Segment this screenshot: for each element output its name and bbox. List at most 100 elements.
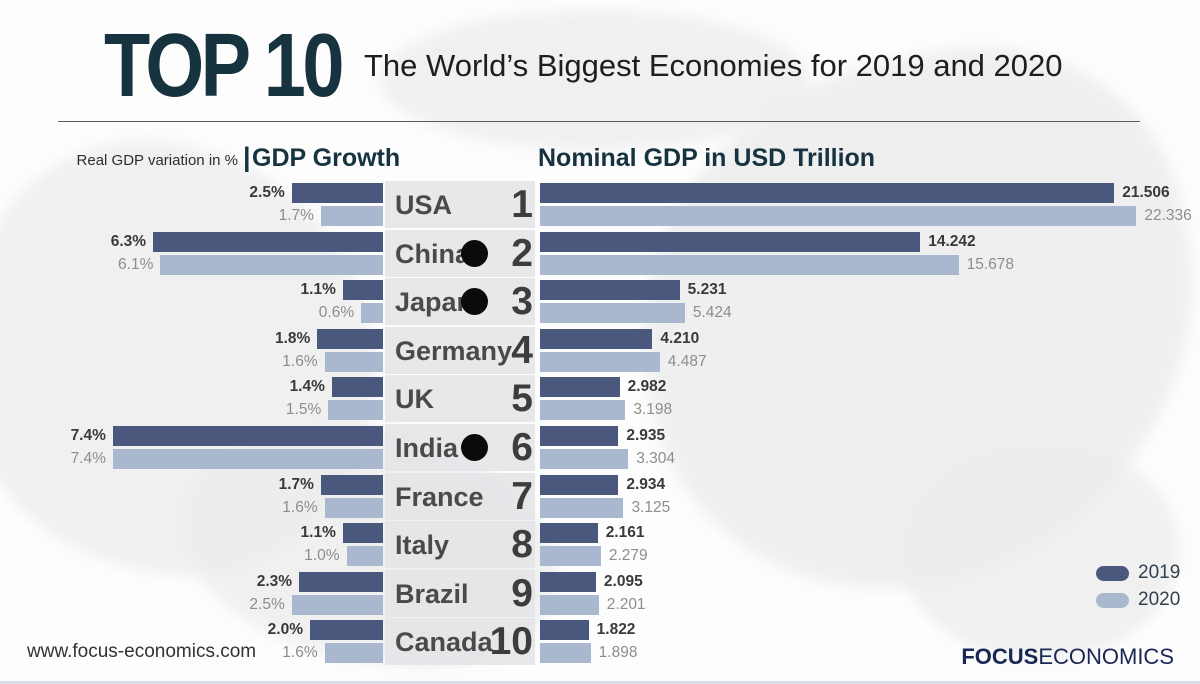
gdp-growth-bar-2019 [310, 620, 383, 641]
nominal-gdp-bar-2020 [540, 546, 601, 567]
gdp-growth-bar-2019 [112, 426, 383, 446]
gdp-growth-bar-2020 [291, 594, 383, 615]
country-row-canada: Canada 10 2.0% 1.6% 1.822 1.898 [0, 618, 1200, 666]
gdp-growth-bar-2019 [331, 377, 383, 398]
rank-number: 10 [489, 620, 533, 664]
gdp-growth-bar-2019 [317, 328, 383, 349]
nominal-gdp-value-2019: 2.095 [603, 572, 643, 590]
gdp-growth-value-2020: 1.6% [282, 352, 318, 370]
nominal-gdp-bar-2019 [540, 474, 619, 495]
country-label: Canada [395, 627, 493, 658]
nominal-gdp-bar-2019 [540, 280, 680, 301]
gdp-growth-value-2019: 1.1% [300, 281, 336, 299]
nominal-gdp-column-title: Nominal GDP in USD Trillion [538, 144, 876, 172]
country-label: UK [395, 384, 434, 415]
country-row-india: India 6 7.4% 7.4% 2.935 3.304 [0, 424, 1200, 471]
nominal-gdp-value-2019: 2.161 [605, 524, 645, 542]
country-marker-dot [461, 239, 488, 267]
nominal-gdp-bar-2019 [540, 523, 598, 544]
gdp-growth-bar-2019 [320, 474, 383, 495]
website-url: www.focus-economics.com [27, 641, 257, 662]
page-title: TOP 10 [104, 15, 344, 116]
gdp-growth-value-2020: 1.7% [278, 207, 314, 224]
rank-number: 6 [511, 426, 533, 469]
country-label: Japan [395, 287, 474, 318]
rank-number: 2 [511, 231, 533, 275]
nominal-gdp-bar-2020 [540, 351, 660, 372]
rank-number: 8 [511, 523, 533, 567]
row-band [385, 521, 535, 569]
nominal-gdp-bar-2020 [540, 254, 959, 275]
gdp-growth-value-2020: 1.5% [285, 401, 322, 419]
nominal-gdp-bar-2020 [540, 497, 624, 518]
country-label: USA [395, 190, 453, 220]
nominal-gdp-value-2020: 5.424 [692, 304, 732, 322]
nominal-gdp-value-2020: 3.304 [636, 450, 675, 467]
gdp-growth-bar-2020 [320, 206, 383, 226]
gdp-growth-bar-2020 [324, 351, 383, 372]
gdp-growth-value-2019: 1.1% [300, 524, 336, 542]
gdp-growth-value-2020: 1.6% [282, 498, 318, 516]
country-row-uk: UK 5 1.4% 1.5% 2.982 3.198 [0, 375, 1200, 423]
rank-number: 4 [511, 328, 533, 372]
legend-label-2019: 2019 [1138, 562, 1181, 583]
header-divider [58, 121, 1140, 122]
nominal-gdp-bar-2019 [540, 620, 589, 641]
country-marker-dot [461, 288, 488, 316]
country-label: China [395, 238, 471, 269]
gdp-growth-bar-2020 [112, 449, 383, 469]
row-band [385, 229, 535, 277]
map-watermark [380, 10, 810, 150]
growth-unit-note: Real GDP variation in % [76, 152, 238, 169]
gdp-growth-bar-2020 [324, 643, 383, 664]
gdp-growth-value-2019: 7.4% [70, 427, 106, 444]
gdp-growth-value-2020: 2.5% [249, 595, 285, 613]
country-label: France [395, 481, 484, 512]
nominal-gdp-bar-2020 [540, 643, 591, 664]
gdp-growth-value-2019: 1.4% [289, 378, 325, 396]
nominal-gdp-value-2020: 3.198 [633, 401, 673, 419]
gdp-growth-value-2020: 7.4% [70, 450, 106, 467]
brand-logo-focus: FOCUS [961, 644, 1039, 669]
nominal-gdp-bar-2019 [540, 377, 620, 398]
row-band [385, 424, 535, 471]
gdp-growth-value-2020: 1.6% [282, 644, 318, 662]
gdp-growth-bar-2020 [160, 254, 383, 275]
gdp-growth-bar-2019 [299, 571, 383, 592]
nominal-gdp-value-2020: 15.678 [966, 255, 1015, 273]
nominal-gdp-value-2020: 1.898 [598, 644, 638, 662]
nominal-gdp-bar-2020 [540, 206, 1137, 226]
rank-number: 9 [511, 571, 533, 615]
legend-swatch-2019 [1096, 566, 1129, 581]
nominal-gdp-value-2019: 5.231 [687, 281, 727, 299]
country-label: India [395, 433, 459, 463]
country-label: Italy [395, 530, 450, 561]
row-band [385, 375, 535, 423]
legend-swatch-2020 [1096, 593, 1129, 608]
map-watermark [900, 440, 1180, 660]
nominal-gdp-value-2020: 22.336 [1144, 207, 1192, 224]
nominal-gdp-bar-2019 [540, 426, 619, 446]
nominal-gdp-bar-2020 [540, 303, 685, 324]
gdp-growth-bar-2019 [342, 280, 383, 301]
row-band [385, 326, 535, 374]
brand-logo-economics: ECONOMICS [1038, 644, 1174, 669]
nominal-gdp-bar-2020 [540, 449, 629, 469]
gdp-growth-bar-2020 [361, 303, 383, 324]
gdp-growth-value-2019: 2.0% [267, 621, 303, 639]
nominal-gdp-value-2019: 2.982 [627, 378, 667, 396]
gdp-growth-bar-2020 [346, 546, 383, 567]
gdp-growth-value-2020: 6.1% [118, 255, 154, 273]
rank-number: 5 [511, 377, 533, 421]
country-row-usa: USA 1 2.5% 1.7% 21.506 22.336 [0, 181, 1200, 228]
rank-number: 1 [511, 183, 533, 226]
gdp-growth-column-title: GDP Growth [252, 144, 401, 172]
row-band [385, 618, 535, 666]
country-label: Brazil [395, 578, 469, 609]
nominal-gdp-value-2019: 4.210 [660, 329, 700, 347]
country-label: Germany [395, 335, 513, 366]
rank-number: 3 [511, 280, 533, 324]
nominal-gdp-value-2019: 2.934 [626, 475, 666, 493]
gdp-growth-value-2019: 1.7% [278, 475, 314, 493]
